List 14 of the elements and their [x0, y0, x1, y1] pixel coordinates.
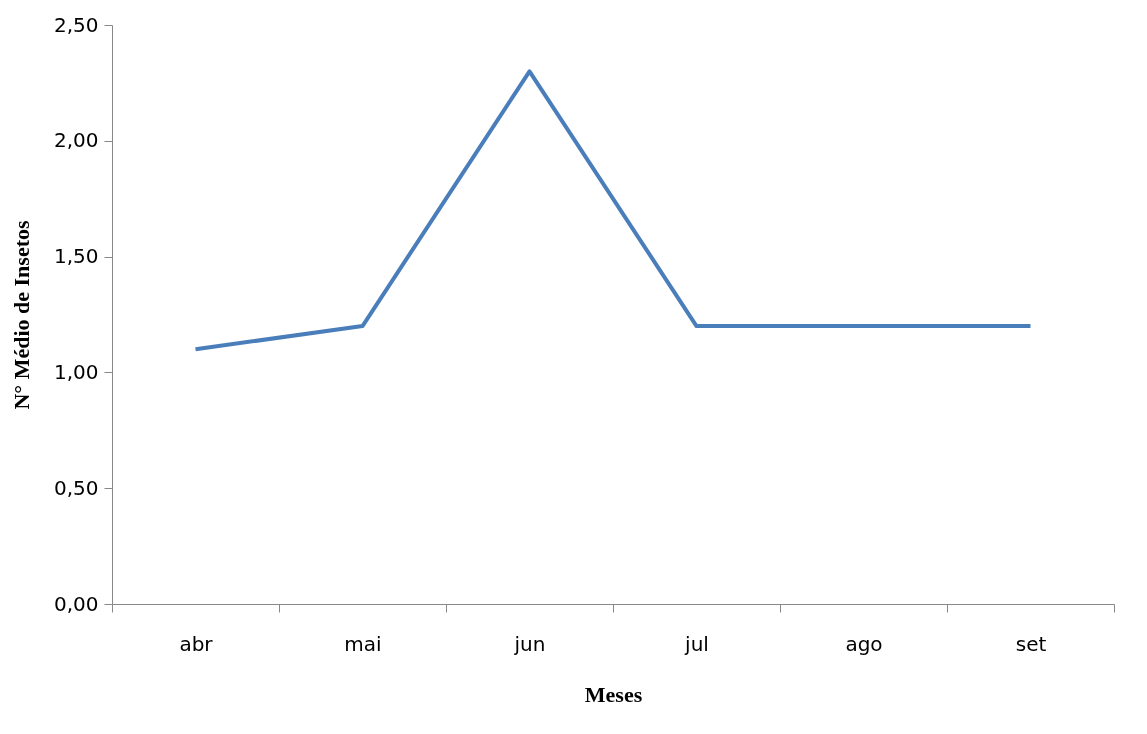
- y-tick-label: 2,00: [53, 128, 99, 153]
- y-tick-label: 1,00: [53, 359, 99, 384]
- x-tick-label: set: [1015, 631, 1047, 656]
- y-tick-label: 1,50: [53, 244, 99, 269]
- x-axis-title: Meses: [584, 681, 643, 707]
- x-tick-label: jun: [513, 631, 546, 656]
- y-tick-label: 0,50: [53, 475, 99, 500]
- y-axis-title: N° Médio de Insetos: [8, 220, 34, 410]
- y-tick-label: 0,00: [53, 591, 99, 616]
- y-tick-label: 2,50: [53, 12, 99, 37]
- x-tick-label: mai: [344, 631, 382, 656]
- x-tick-label: ago: [845, 631, 883, 656]
- x-tick-label: jul: [684, 631, 709, 656]
- x-tick-label: abr: [179, 631, 214, 656]
